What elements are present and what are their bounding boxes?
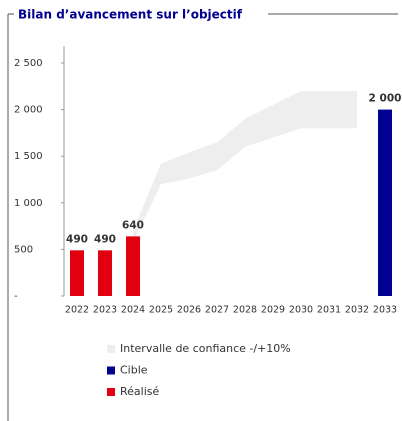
legend-label: Intervalle de confiance -/+10%	[120, 342, 291, 355]
data-label: 640	[122, 219, 144, 231]
chart-title: Bilan d’avancement sur l’objectif	[18, 8, 243, 22]
y-tick-label: 2 500	[14, 58, 43, 69]
legend-swatch	[107, 345, 115, 353]
x-tick-label: 2033	[373, 305, 397, 316]
x-tick-label: 2023	[93, 305, 117, 316]
bar	[378, 109, 392, 296]
x-tick-label: 2025	[149, 305, 173, 316]
x-tick-label: 2028	[233, 305, 257, 316]
x-tick-label: 2029	[261, 305, 285, 316]
x-tick-label: 2026	[177, 305, 201, 316]
data-label: 490	[94, 233, 116, 245]
y-tick-label: 500	[14, 244, 33, 255]
data-label: 490	[66, 233, 88, 245]
legend-label: Réalisé	[120, 385, 160, 398]
data-label: 2 000	[369, 93, 402, 105]
y-tick-label: -	[14, 291, 18, 302]
x-tick-label: 2022	[65, 305, 89, 316]
x-tick-label: 2027	[205, 305, 229, 316]
confidence-band	[133, 90, 357, 243]
legend-label: Cible	[120, 364, 148, 377]
x-tick-label: 2031	[317, 305, 341, 316]
x-tick-label: 2030	[289, 305, 313, 316]
x-tick-label: 2024	[121, 305, 145, 316]
bar	[98, 250, 112, 296]
legend-swatch	[107, 388, 115, 396]
y-tick-label: 1 000	[14, 198, 43, 209]
y-tick-label: 2 000	[14, 105, 43, 116]
bar	[70, 250, 84, 296]
x-tick-label: 2032	[345, 305, 369, 316]
legend-swatch	[107, 366, 115, 375]
y-tick-label: 1 500	[14, 151, 43, 162]
bar	[126, 236, 140, 296]
